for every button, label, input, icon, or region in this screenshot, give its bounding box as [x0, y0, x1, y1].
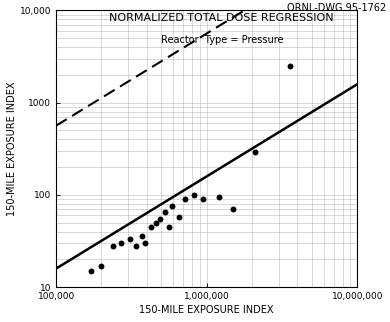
X-axis label: 150-MILE EXPOSURE INDEX: 150-MILE EXPOSURE INDEX: [140, 305, 274, 315]
Point: [252, 150, 258, 155]
Point: [118, 241, 124, 246]
Y-axis label: 150-MILE EXPOSURE INDEX: 150-MILE EXPOSURE INDEX: [7, 81, 17, 216]
Point: [216, 194, 222, 199]
Point: [98, 263, 105, 268]
Point: [162, 210, 168, 215]
Point: [176, 214, 182, 219]
Point: [191, 192, 197, 197]
Text: NORMALIZED TOTAL DOSE REGRESSION: NORMALIZED TOTAL DOSE REGRESSION: [110, 13, 334, 23]
Point: [166, 224, 172, 229]
Point: [138, 233, 145, 238]
Point: [182, 196, 188, 202]
Point: [200, 196, 206, 202]
Text: ORNL-DWG 95-1762: ORNL-DWG 95-1762: [287, 3, 386, 13]
Point: [142, 241, 148, 246]
Point: [133, 243, 139, 248]
Point: [127, 237, 133, 242]
Point: [157, 216, 163, 221]
Point: [148, 224, 154, 229]
Point: [169, 204, 175, 209]
Point: [230, 206, 236, 212]
Text: Reactor  Type = Pressure: Reactor Type = Pressure: [161, 35, 283, 45]
Point: [88, 268, 94, 273]
Point: [110, 243, 117, 248]
Point: [153, 220, 159, 225]
Point: [287, 63, 294, 69]
